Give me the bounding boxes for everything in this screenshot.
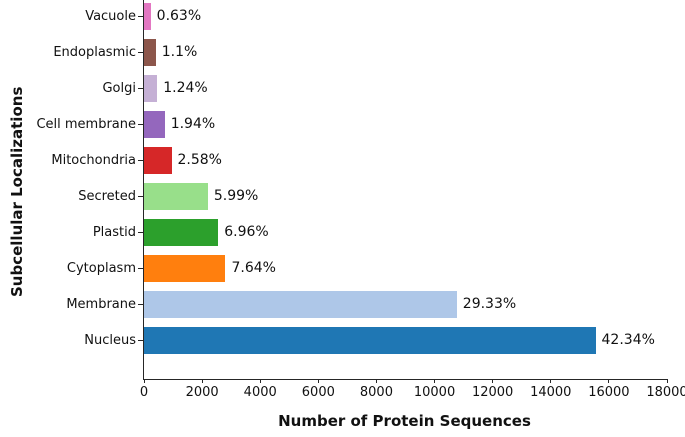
category-label-secreted: Secreted <box>78 188 136 204</box>
bar-percent-label-golgi: 1.24% <box>163 79 208 96</box>
x-tick-label: 18000 <box>646 385 685 400</box>
plot-area: Vacuole 0.63% Endoplasmic 1.1% Golgi 1.24% Cel… <box>36 0 685 400</box>
bar-golgi <box>144 74 158 102</box>
bar-percent-label-mitochondria: 2.58% <box>177 151 222 168</box>
y-tick-mark <box>138 339 143 341</box>
x-tick-label: 2000 <box>185 385 219 400</box>
bar-cytoplasm <box>144 254 226 282</box>
bar-secreted <box>144 182 208 210</box>
category-label-plastid: Plastid <box>92 224 136 240</box>
y-tick-mark <box>138 231 143 233</box>
y-tick-mark <box>138 87 143 89</box>
x-tick-mark <box>608 379 610 383</box>
bar-percent-label-cell-membrane: 1.94% <box>170 115 216 132</box>
x-tick-mark <box>317 379 319 383</box>
x-tick-label: 16000 <box>588 385 630 400</box>
bar-vacuole <box>144 2 151 30</box>
category-label-membrane: Membrane <box>66 296 136 312</box>
category-label-golgi: Golgi <box>102 80 136 96</box>
x-tick-mark <box>375 379 377 383</box>
bar-percent-label-vacuole: 0.63% <box>156 7 202 24</box>
x-tick-label: 12000 <box>471 385 514 400</box>
x-tick-label: 8000 <box>359 385 393 400</box>
category-label-endoplasmic: Endoplasmic <box>53 44 136 60</box>
bar-membrane <box>144 290 457 318</box>
x-tick-label: 0 <box>139 385 149 400</box>
y-tick-mark <box>138 303 143 305</box>
x-tick-label: 10000 <box>413 385 456 400</box>
x-tick-mark <box>550 379 552 383</box>
x-tick-label: 4000 <box>243 385 277 400</box>
x-tick-mark <box>143 379 145 383</box>
y-tick-mark <box>138 159 143 161</box>
bar-nucleus <box>144 326 596 354</box>
bar-percent-label-nucleus: 42.34% <box>601 331 655 348</box>
x-tick-mark <box>492 379 494 383</box>
bar-percent-label-cytoplasm: 7.64% <box>231 259 276 276</box>
bar-percent-label-membrane: 29.33% <box>462 295 517 312</box>
bar-percent-label-plastid: 6.96% <box>224 223 269 240</box>
x-tick-mark <box>434 379 436 383</box>
y-tick-mark <box>138 123 143 125</box>
x-tick-mark <box>666 379 668 383</box>
bar-endoplasmic <box>144 38 156 66</box>
category-label-cytoplasm: Cytoplasm <box>66 260 136 276</box>
bar-cell-membrane <box>144 110 165 138</box>
x-tick-label: 14000 <box>530 385 572 400</box>
bar-percent-label-secreted: 5.99% <box>213 187 259 204</box>
category-label-vacuole: Vacuole <box>85 8 136 24</box>
x-tick-label: 6000 <box>301 385 335 400</box>
x-tick-mark <box>201 379 203 383</box>
category-label-nucleus: Nucleus <box>84 332 136 348</box>
bar-plastid <box>144 218 219 246</box>
x-tick-mark <box>259 379 261 383</box>
category-label-cell-membrane: Cell membrane <box>36 116 136 132</box>
x-axis-title: Number of Protein Sequences <box>278 412 531 430</box>
bar-mitochondria <box>144 146 172 174</box>
bar-percent-label-endoplasmic: 1.1% <box>161 43 198 60</box>
y-tick-mark <box>138 267 143 269</box>
category-label-mitochondria: Mitochondria <box>51 152 136 168</box>
y-tick-mark <box>138 15 143 17</box>
y-tick-mark <box>138 51 143 53</box>
y-tick-mark <box>138 195 143 197</box>
